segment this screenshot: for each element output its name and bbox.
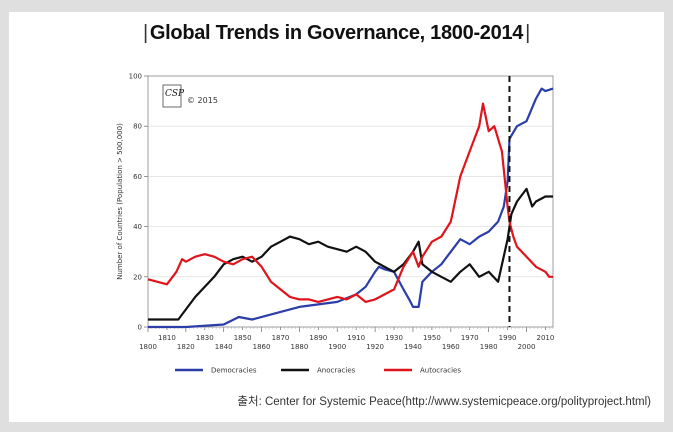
axes-layer: 0 20 40 60 80 100 1800181018201830184018501860… bbox=[116, 73, 554, 352]
x-tick-label: 1840 bbox=[215, 343, 233, 351]
legend-label-democracies: Democracies bbox=[211, 367, 257, 375]
logo-copyright: © 2015 bbox=[187, 96, 218, 105]
title-right-marker: | bbox=[525, 22, 531, 44]
x-tick-label: 2000 bbox=[518, 343, 536, 351]
x-tick-label: 1960 bbox=[442, 343, 460, 351]
logo-box: CSP © 2015 bbox=[162, 84, 218, 108]
x-tick-label: 1860 bbox=[253, 343, 271, 351]
x-tick-label: 1850 bbox=[234, 334, 252, 342]
x-tick-label: 1810 bbox=[158, 334, 176, 342]
x-tick-label: 1800 bbox=[139, 343, 157, 351]
x-tick-label: 1820 bbox=[177, 343, 195, 351]
x-tick-label: 1910 bbox=[347, 334, 365, 342]
y-tick-label: 100 bbox=[129, 73, 142, 81]
x-tick-label: 1940 bbox=[404, 343, 422, 351]
x-tick-label: 2010 bbox=[537, 334, 555, 342]
y-axis-label: Number of Countries (Population > 500,00… bbox=[116, 123, 124, 280]
x-tick-label: 1970 bbox=[461, 334, 479, 342]
x-tick-label: 1950 bbox=[423, 334, 441, 342]
title-left-marker: | bbox=[142, 22, 148, 44]
y-tick-label: 60 bbox=[133, 173, 142, 181]
legend-label-autocracies: Autocracies bbox=[420, 367, 461, 375]
legend: Democracies Anocracies Autocracies bbox=[175, 367, 461, 375]
source-citation: 출처: Center for Systemic Peace(http://www… bbox=[237, 396, 651, 408]
legend-label-anocracies: Anocracies bbox=[317, 367, 356, 375]
plot-frame bbox=[147, 75, 554, 328]
chart-title: | Global Trends in Governance, 1800-2014 | bbox=[0, 22, 673, 45]
x-tick-label: 1990 bbox=[499, 334, 517, 342]
x-tick-label: 1870 bbox=[272, 334, 290, 342]
x-tick-label: 1830 bbox=[196, 334, 214, 342]
x-tick-label: 1930 bbox=[385, 334, 403, 342]
y-tick-label: 20 bbox=[133, 273, 142, 281]
chart-title-text: Global Trends in Governance, 1800-2014 bbox=[149, 22, 524, 44]
series-line-autocracies bbox=[147, 102, 553, 303]
logo-letters: CSP bbox=[165, 89, 185, 99]
series-line-anocracies bbox=[148, 187, 553, 321]
x-tick-label: 1890 bbox=[309, 334, 327, 342]
x-tick-label: 1880 bbox=[290, 343, 308, 351]
y-tick-label: 0 bbox=[138, 324, 142, 332]
x-tick-label: 1980 bbox=[480, 343, 498, 351]
x-tick-label: 1920 bbox=[366, 343, 384, 351]
logo-icon bbox=[162, 84, 182, 108]
y-tick-label: 80 bbox=[133, 123, 142, 131]
plot-area bbox=[147, 75, 554, 328]
y-tick-label: 40 bbox=[133, 223, 142, 231]
x-tick-label: 1900 bbox=[328, 343, 346, 351]
